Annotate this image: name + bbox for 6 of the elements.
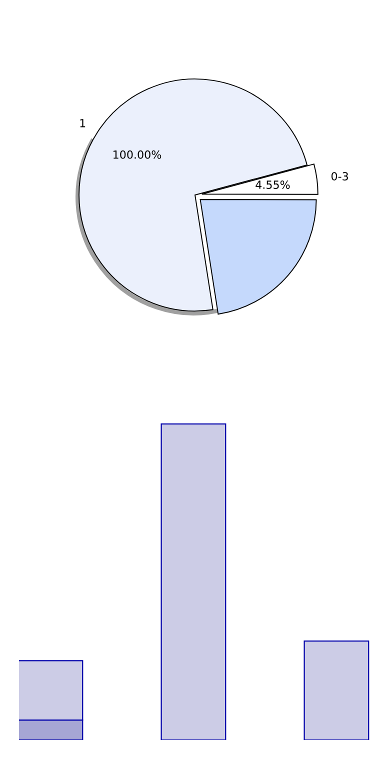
slice-label: 1: [80, 119, 86, 128]
bar: [160, 423, 226, 740]
slice-label: 0-3: [331, 172, 348, 180]
text: 100.00%: [114, 150, 162, 159]
bar: [304, 640, 370, 740]
text: 4.55%: [256, 180, 290, 189]
